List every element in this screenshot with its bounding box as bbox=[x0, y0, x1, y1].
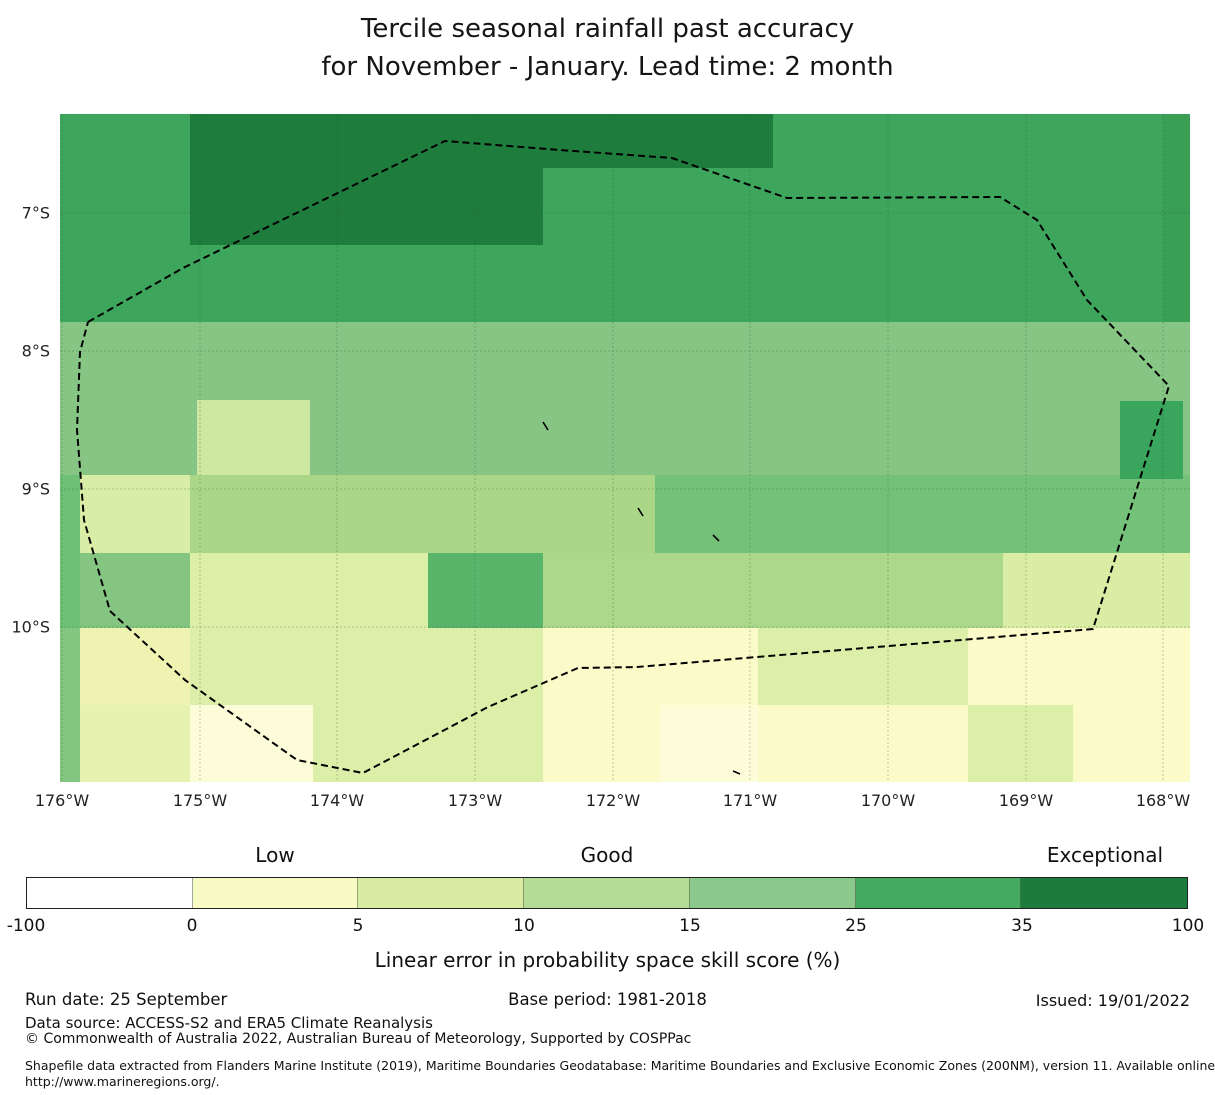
x-axis: 176°W 175°W 174°W 173°W 172°W 171°W 170°W 169°W… bbox=[0, 791, 1215, 813]
colorbar-category-label: Exceptional bbox=[1046, 843, 1164, 867]
map-cell bbox=[1163, 114, 1190, 322]
x-tick-label: 173°W bbox=[447, 791, 503, 810]
map-cell bbox=[313, 705, 543, 782]
colorbar-category-label: Low bbox=[255, 843, 295, 867]
x-tick-label: 175°W bbox=[172, 791, 228, 810]
island-mark bbox=[637, 507, 644, 517]
shapefile-note: Shapefile data extracted from Flanders M… bbox=[25, 1058, 1215, 1073]
colorbar-segment bbox=[192, 878, 359, 908]
map-cell bbox=[968, 705, 1073, 782]
chart-title: Tercile seasonal rainfall past accuracy … bbox=[0, 10, 1215, 86]
copyright-text: © Commonwealth of Australia 2022, Austra… bbox=[25, 1031, 692, 1047]
map-cell bbox=[1003, 553, 1190, 628]
rainfall-map bbox=[60, 114, 1190, 782]
map-cell bbox=[968, 628, 1190, 705]
colorbar-title: Linear error in probability space skill … bbox=[374, 948, 841, 972]
map-cell bbox=[60, 475, 80, 628]
colorbar-segment bbox=[358, 878, 525, 908]
colorbar-segment bbox=[524, 878, 690, 908]
x-tick-label: 171°W bbox=[722, 791, 778, 810]
map-cell bbox=[197, 400, 310, 475]
colorbar-tick-label: 15 bbox=[679, 916, 701, 936]
colorbar-tick-label: 100 bbox=[1171, 916, 1205, 936]
shapefile-url: http://www.marineregions.org/. bbox=[25, 1074, 220, 1089]
x-tick-label: 168°W bbox=[1135, 791, 1191, 810]
colorbar-category-label: Good bbox=[580, 843, 634, 867]
x-tick-label: 172°W bbox=[585, 791, 641, 810]
map-cell bbox=[190, 705, 313, 782]
colorbar-segment bbox=[689, 878, 856, 908]
colorbar-tick-label: 5 bbox=[352, 916, 364, 936]
colorbar-tick-label: 10 bbox=[513, 916, 535, 936]
colorbar-tick-label: 25 bbox=[845, 916, 867, 936]
y-tick-label: 10°S bbox=[11, 617, 50, 637]
map-cell bbox=[190, 553, 428, 628]
x-tick-label: 176°W bbox=[34, 791, 90, 810]
colorbar-segment bbox=[855, 878, 1022, 908]
x-tick-label: 174°W bbox=[309, 791, 365, 810]
chart-title-line1: Tercile seasonal rainfall past accuracy bbox=[360, 14, 855, 44]
island-mark bbox=[732, 770, 741, 775]
data-source-text: Data source: ACCESS-S2 and ERA5 Climate … bbox=[25, 1014, 433, 1032]
run-date-text: Run date: 25 September bbox=[25, 990, 228, 1009]
y-tick-label: 7°S bbox=[21, 203, 50, 223]
map-cell bbox=[80, 705, 190, 782]
map-cell bbox=[428, 553, 543, 628]
chart-title-line2: for November - January. Lead time: 2 mon… bbox=[321, 52, 894, 82]
map-cell bbox=[80, 628, 190, 705]
colorbar-tick-label: 35 bbox=[1011, 916, 1033, 936]
map-cell bbox=[80, 553, 190, 628]
map-cell bbox=[655, 475, 1190, 553]
y-tick-label: 8°S bbox=[21, 341, 50, 361]
x-tick-label: 170°W bbox=[860, 791, 916, 810]
y-tick-label: 9°S bbox=[21, 479, 50, 499]
map-cell bbox=[543, 114, 773, 168]
colorbar-segment bbox=[1021, 878, 1188, 908]
map-cell bbox=[80, 475, 190, 553]
colorbar-segment bbox=[27, 878, 193, 908]
colorbar-tick-label: 0 bbox=[186, 916, 198, 936]
base-period-text: Base period: 1981-2018 bbox=[508, 990, 707, 1009]
island-mark bbox=[712, 534, 720, 542]
map-cell bbox=[60, 628, 80, 782]
island-mark bbox=[542, 421, 549, 431]
colorbar-tick-label: -100 bbox=[6, 916, 46, 936]
issued-date-text: Issued: 19/01/2022 bbox=[1035, 991, 1190, 1010]
map-cell bbox=[660, 705, 758, 782]
x-tick-label: 169°W bbox=[998, 791, 1054, 810]
colorbar bbox=[26, 877, 1188, 909]
